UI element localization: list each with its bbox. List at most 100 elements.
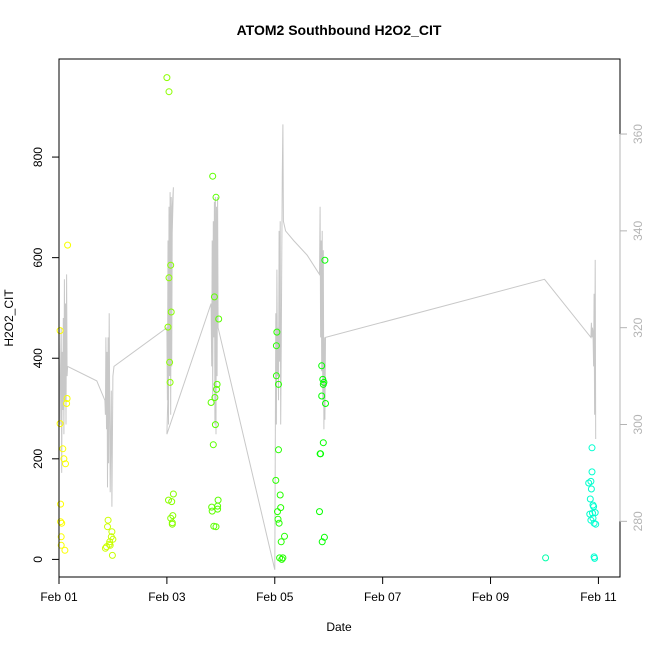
data-point bbox=[591, 554, 599, 562]
data-point bbox=[109, 535, 117, 543]
data-point bbox=[57, 518, 65, 526]
data-point bbox=[214, 496, 222, 504]
data-point bbox=[277, 538, 285, 546]
data-point bbox=[274, 515, 282, 523]
data-point bbox=[585, 479, 593, 487]
data-point bbox=[318, 392, 326, 400]
data-point bbox=[211, 394, 219, 401]
data-point bbox=[320, 378, 328, 386]
secondary-series-line bbox=[58, 124, 597, 570]
data-point bbox=[316, 508, 323, 516]
data-point bbox=[166, 378, 174, 386]
y2-tick-label: 300 bbox=[631, 414, 645, 434]
data-point bbox=[589, 509, 596, 517]
y2-tick-label: 340 bbox=[631, 221, 645, 241]
data-point bbox=[277, 504, 285, 512]
y-axis-label: H2O2_CIT bbox=[2, 289, 16, 347]
data-point bbox=[279, 554, 287, 562]
plot-frame bbox=[58, 58, 621, 578]
data-point bbox=[167, 261, 175, 269]
y2-tick-label: 280 bbox=[631, 511, 645, 531]
data-point bbox=[62, 460, 69, 468]
data-point bbox=[591, 509, 599, 517]
data-point bbox=[108, 528, 116, 536]
data-point bbox=[165, 496, 172, 504]
x-tick-label: Feb 09 bbox=[472, 590, 510, 604]
data-point bbox=[165, 274, 173, 282]
data-point bbox=[319, 375, 327, 383]
y2-tick-label: 320 bbox=[631, 317, 645, 337]
y-tick-label: 200 bbox=[31, 448, 45, 468]
data-point bbox=[64, 241, 72, 249]
y-axis: 0 200 400 600 800 bbox=[31, 147, 60, 563]
data-point bbox=[108, 551, 116, 559]
data-point bbox=[166, 358, 174, 366]
x-tick-label: Feb 07 bbox=[364, 590, 402, 604]
x-tick-label: Feb 11 bbox=[580, 590, 617, 604]
data-point bbox=[587, 485, 595, 493]
data-point bbox=[212, 193, 220, 201]
data-point bbox=[168, 498, 176, 506]
data-point bbox=[169, 512, 177, 520]
x-tick-label: Feb 05 bbox=[256, 590, 294, 604]
data-point bbox=[272, 476, 280, 484]
data-point bbox=[276, 491, 284, 499]
data-point bbox=[319, 439, 327, 447]
data-point bbox=[590, 519, 598, 527]
data-point bbox=[317, 450, 325, 458]
data-point bbox=[57, 500, 65, 508]
data-point bbox=[105, 540, 113, 548]
data-point bbox=[321, 256, 329, 264]
data-point bbox=[207, 399, 215, 406]
data-point bbox=[281, 532, 288, 540]
data-point bbox=[272, 342, 280, 350]
x-tick-label: Feb 01 bbox=[40, 590, 78, 604]
chart-title: ATOM2 Southbound H2O2_CIT bbox=[237, 22, 442, 38]
y-tick-label: 0 bbox=[31, 556, 45, 563]
data-point bbox=[275, 446, 282, 454]
data-point bbox=[318, 362, 326, 370]
data-point bbox=[63, 400, 71, 407]
data-point bbox=[209, 172, 217, 180]
line-layer bbox=[58, 124, 597, 570]
y-tick-label: 400 bbox=[31, 348, 45, 368]
data-point bbox=[57, 533, 65, 541]
data-point bbox=[273, 328, 281, 336]
data-point bbox=[169, 490, 177, 498]
data-point bbox=[320, 533, 328, 541]
data-point bbox=[209, 441, 217, 449]
data-point bbox=[56, 420, 64, 428]
x-axis: Feb 01 Feb 03 Feb 05 Feb 07 Feb 09 Feb 11 bbox=[40, 576, 617, 604]
data-point bbox=[275, 380, 282, 388]
data-point bbox=[57, 541, 65, 549]
y2-tick-label: 360 bbox=[631, 124, 645, 144]
data-point bbox=[588, 468, 596, 476]
data-point bbox=[322, 400, 329, 407]
data-point bbox=[213, 380, 221, 388]
data-point bbox=[104, 516, 112, 524]
data-point bbox=[164, 323, 172, 331]
data-point bbox=[278, 555, 286, 563]
data-point bbox=[167, 308, 175, 316]
data-point bbox=[61, 546, 69, 554]
data-point bbox=[165, 88, 173, 96]
data-point bbox=[542, 554, 550, 562]
data-point bbox=[106, 541, 114, 549]
data-point bbox=[212, 523, 220, 531]
data-point bbox=[163, 74, 171, 82]
data-point bbox=[588, 444, 596, 452]
data-point bbox=[56, 327, 64, 335]
y-tick-label: 600 bbox=[31, 247, 45, 267]
data-point bbox=[214, 505, 222, 513]
data-point bbox=[213, 385, 220, 393]
data-point bbox=[586, 495, 594, 503]
data-point bbox=[275, 519, 283, 527]
x-axis-label: Date bbox=[326, 620, 352, 634]
data-point bbox=[104, 523, 111, 531]
data-point bbox=[215, 315, 223, 323]
data-point bbox=[63, 395, 71, 402]
data-point bbox=[60, 455, 68, 463]
data-point bbox=[272, 372, 280, 380]
data-point bbox=[211, 421, 219, 429]
